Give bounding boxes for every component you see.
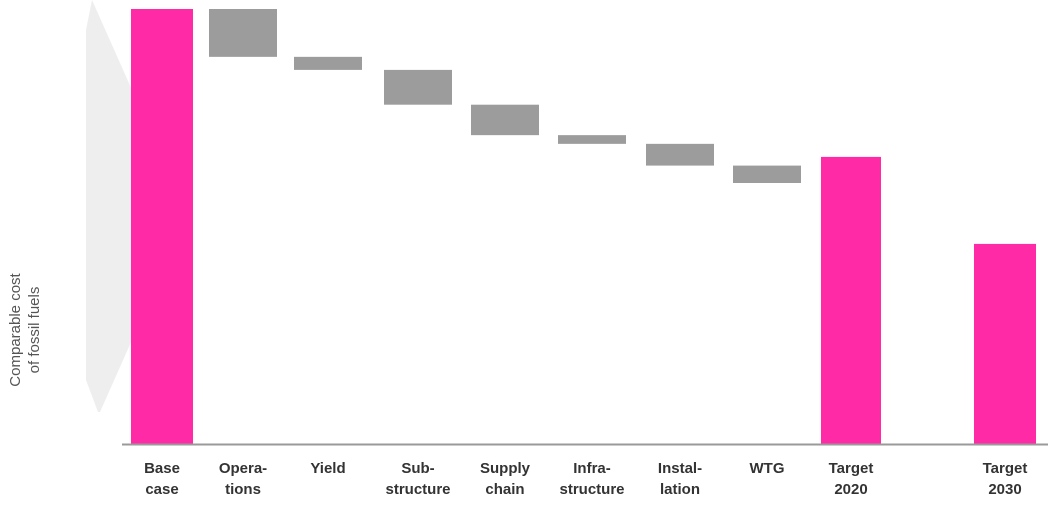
category-label-target-2020-line-2: 2020	[834, 481, 867, 498]
category-label-base-case-line-2: case	[145, 481, 178, 498]
category-label-supply-chain-line-2: chain	[485, 481, 524, 498]
category-label-supply-chain-line-1: Supply	[480, 460, 531, 477]
bar-wtg	[733, 165, 801, 183]
bar-target-2020	[821, 156, 881, 444]
bar-substructure	[384, 69, 452, 105]
category-label-substructure-line-2: structure	[385, 481, 450, 498]
bar-installation	[646, 143, 714, 166]
bar-supply-chain	[471, 104, 539, 136]
bar-yield	[294, 56, 362, 70]
category-label-infrastructure-line-2: structure	[559, 481, 624, 498]
bar-target-2030	[974, 243, 1036, 444]
category-label-yield: Yield	[310, 460, 345, 477]
category-label-installation-line-2: lation	[660, 481, 700, 498]
category-label-target-2030-line-1: Target	[983, 460, 1028, 477]
y-axis-label-line-1: Comparable cost	[7, 272, 24, 386]
category-label-base-case-line-1: Base	[144, 460, 180, 477]
category-label-installation-line-1: Instal-	[658, 460, 702, 477]
y-axis-label-line-2: of fossil fuels	[26, 287, 43, 374]
y-axis-label: Comparable cost of fossil fuels	[7, 272, 43, 386]
category-label-wtg: WTG	[750, 460, 785, 477]
background-wedge	[86, 0, 132, 412]
bar-infrastructure	[558, 135, 626, 144]
category-label-target-2030-line-2: 2030	[988, 481, 1021, 498]
category-label-target-2020-line-1: Target	[829, 460, 874, 477]
category-label-operations-line-2: tions	[225, 481, 261, 498]
category-label-substructure-line-1: Sub-	[401, 460, 434, 477]
category-label-infrastructure-line-1: Infra-	[573, 460, 611, 477]
bar-base-case	[131, 9, 193, 444]
bar-operations	[209, 9, 277, 57]
category-label-operations-line-1: Opera-	[219, 460, 267, 477]
